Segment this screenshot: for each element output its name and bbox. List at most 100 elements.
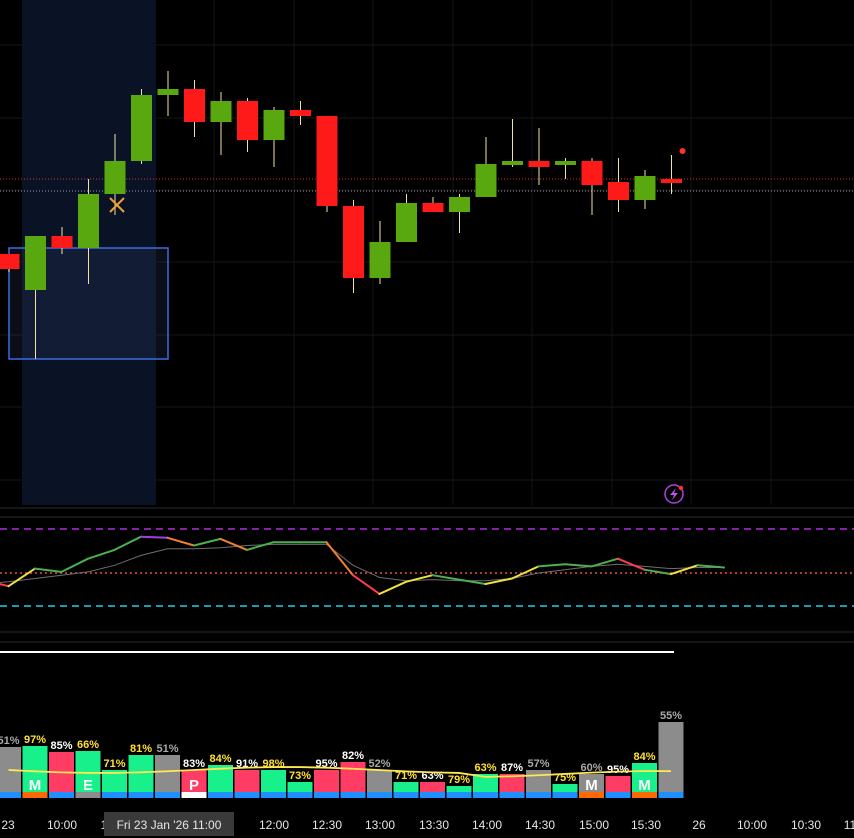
volume-bar[interactable]	[367, 770, 392, 792]
volume-bar[interactable]	[340, 762, 366, 792]
oscillator-line-segment	[511, 565, 540, 580]
oscillator-line-segment	[219, 537, 248, 551]
volume-bar-foot	[128, 792, 154, 798]
time-axis-tick: 10:30	[791, 818, 821, 832]
candle[interactable]	[104, 161, 126, 194]
oscillator-line-segment	[696, 564, 725, 569]
candle[interactable]	[634, 176, 656, 200]
volume-bar-foot	[234, 792, 260, 798]
volume-bar[interactable]	[287, 782, 313, 792]
candle[interactable]	[290, 110, 311, 116]
oscillator-line-segment	[166, 536, 195, 547]
volume-bar-foot	[526, 792, 551, 798]
time-axis-tick: 12:30	[312, 818, 342, 832]
candle[interactable]	[475, 164, 497, 197]
volume-badge-letter: M	[585, 777, 598, 794]
time-axis-tick: 10:00	[737, 818, 767, 832]
candle[interactable]	[184, 89, 205, 122]
volume-bar[interactable]	[605, 776, 631, 792]
price-panel[interactable]	[0, 71, 854, 360]
volume-bar-foot	[658, 792, 684, 798]
oscillator-signal-line	[0, 543, 724, 584]
candle[interactable]	[25, 236, 46, 290]
volume-bar[interactable]	[579, 774, 604, 792]
volume-bar-foot	[0, 792, 21, 798]
candle[interactable]	[343, 206, 364, 278]
volume-percent-label: 97%	[24, 734, 46, 746]
volume-bar-foot	[552, 792, 578, 798]
candle[interactable]	[51, 236, 73, 248]
time-axis-tick: 15:30	[631, 818, 661, 832]
candle[interactable]	[528, 161, 550, 167]
oscillator-line-segment	[431, 574, 460, 581]
volume-bar[interactable]	[658, 722, 684, 792]
candle[interactable]	[422, 203, 444, 212]
oscillator-line-segment	[670, 564, 699, 576]
volume-bar[interactable]	[420, 782, 445, 792]
trade-marker-x[interactable]	[109, 197, 125, 213]
candle[interactable]	[608, 182, 629, 200]
volume-bar[interactable]	[552, 784, 578, 792]
volume-bar[interactable]	[314, 770, 339, 792]
volume-bar[interactable]	[75, 751, 101, 792]
lightning-alert-icon[interactable]	[664, 484, 684, 504]
candle[interactable]	[449, 197, 470, 212]
candle[interactable]	[396, 203, 417, 242]
volume-bar-foot	[22, 792, 48, 798]
oscillator-line-segment	[590, 557, 619, 568]
oscillator-line-segment	[564, 563, 593, 568]
candle[interactable]	[210, 101, 232, 122]
time-axis-tick: 14:00	[472, 818, 502, 832]
time-axis-tick: 11	[844, 818, 854, 832]
volume-bar-foot	[181, 792, 207, 798]
candle[interactable]	[237, 101, 258, 140]
oscillator-line-segment	[325, 541, 354, 577]
volume-percent-label: 52%	[368, 758, 390, 770]
volume-percent-label: 83%	[183, 758, 205, 770]
volume-bar[interactable]	[181, 770, 207, 792]
lightning-icon-bolt	[670, 488, 678, 500]
volume-bar[interactable]	[473, 774, 498, 792]
volume-bar[interactable]	[393, 782, 419, 792]
candle[interactable]	[502, 161, 523, 165]
volume-bar[interactable]	[234, 770, 260, 792]
time-axis[interactable]: 2310:00112:0012:3013:0013:3014:0014:3015…	[1, 812, 854, 836]
candle[interactable]	[0, 254, 20, 269]
oscillator-line-segment	[484, 577, 513, 585]
oscillator-line-segment	[405, 574, 434, 583]
volume-bar[interactable]	[102, 770, 127, 792]
volume-bar-foot	[473, 792, 498, 798]
crosshair-time-label[interactable]: Fri 23 Jan '26 11:00	[117, 818, 222, 832]
candle[interactable]	[581, 161, 603, 185]
volume-percent-label: 63%	[474, 762, 496, 774]
oscillator-panel[interactable]	[0, 484, 854, 607]
volume-bar[interactable]	[446, 786, 472, 792]
candle[interactable]	[661, 179, 682, 183]
candle[interactable]	[78, 194, 99, 248]
volume-bar-foot	[632, 792, 657, 798]
volume-average-line	[8, 766, 672, 778]
candle[interactable]	[555, 161, 576, 165]
candle[interactable]	[131, 95, 152, 161]
volume-percent-label: 95%	[607, 764, 629, 776]
volume-percent-label: 60%	[580, 762, 602, 774]
volume-bar[interactable]	[499, 774, 525, 792]
candle[interactable]	[157, 89, 179, 95]
volume-bar[interactable]	[128, 755, 154, 792]
volume-bar[interactable]	[22, 746, 48, 792]
volume-percent-label: 82%	[342, 750, 364, 762]
time-axis-tick: 26	[692, 818, 706, 832]
volume-bar[interactable]	[632, 763, 657, 792]
time-axis-tick: 10:00	[47, 818, 77, 832]
volume-bar[interactable]	[526, 770, 551, 792]
volume-panel[interactable]: 51% 97%M85% 66%E71%81% 51%83%P84% 91% 98%73%9…	[0, 710, 684, 798]
volume-bar[interactable]	[261, 770, 286, 792]
candle[interactable]	[369, 242, 391, 278]
volume-bar[interactable]	[155, 755, 180, 792]
candle[interactable]	[263, 110, 285, 140]
volume-bar-foot	[314, 792, 339, 798]
candle[interactable]	[316, 116, 338, 206]
volume-percent-label: 85%	[50, 740, 72, 752]
time-axis-tick: 12:00	[259, 818, 289, 832]
